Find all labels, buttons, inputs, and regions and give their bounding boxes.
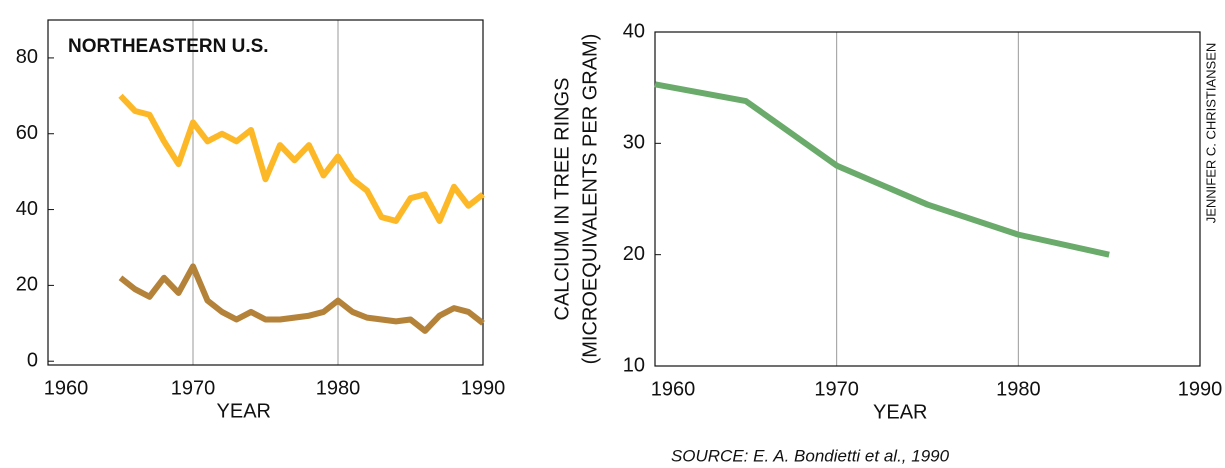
- y-axis-label: (MICROEQUIVALENTS PER GRAM): [579, 34, 601, 365]
- y-axis-label: CALCIUM IN TREE RINGS: [551, 78, 573, 321]
- data-line: [118, 263, 485, 334]
- y-tick-label: 40: [623, 20, 645, 42]
- y-tick-label: 30: [623, 132, 645, 154]
- x-tick-label: 1970: [814, 378, 859, 400]
- source: SOURCE: E. A. Bondietti et al., 1990: [671, 446, 950, 465]
- x-tick-label: 1960: [44, 377, 89, 399]
- y-tick-label: 40: [16, 198, 38, 220]
- chart-title: NORTHEASTERN U.S.: [68, 36, 269, 57]
- credit: JENNIFER C. CHRISTIANSEN: [1203, 43, 1218, 224]
- x-axis-label: YEAR: [873, 401, 927, 423]
- y-tick-label: 0: [27, 349, 38, 371]
- y-tick-label: 80: [16, 46, 38, 68]
- x-tick-label: 1990: [1178, 378, 1223, 400]
- y-tick-label: 10: [623, 354, 645, 376]
- plot-frame: [654, 31, 1201, 367]
- x-tick-label: 1980: [996, 378, 1041, 400]
- y-tick-label: 20: [623, 243, 645, 265]
- plot-frame: [47, 19, 484, 366]
- y-tick-label: 20: [16, 274, 38, 296]
- x-axis-label: YEAR: [217, 400, 271, 422]
- data-line: [654, 81, 1110, 258]
- x-tick-label: 1990: [461, 377, 506, 399]
- x-tick-label: 1980: [316, 377, 361, 399]
- data-line: [118, 93, 485, 224]
- x-tick-label: 1960: [651, 378, 696, 400]
- x-tick-label: 1970: [171, 377, 216, 399]
- y-tick-label: 60: [16, 122, 38, 144]
